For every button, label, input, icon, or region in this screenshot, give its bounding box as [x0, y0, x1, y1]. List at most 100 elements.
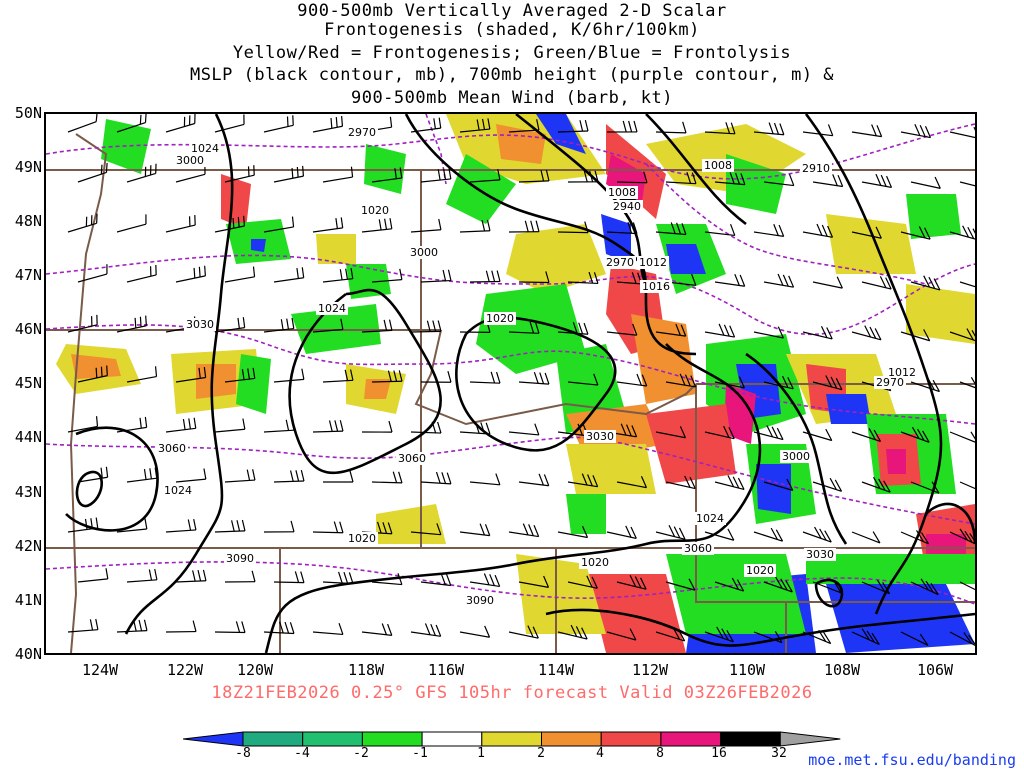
wind-barb: [176, 266, 205, 282]
lat-label-41n: 41N: [2, 591, 42, 609]
contour-label: 1020: [361, 204, 389, 217]
colorbar-box: [362, 732, 422, 746]
cb-tick: -2: [346, 746, 376, 761]
lat-label-45n: 45N: [2, 374, 42, 392]
wind-barb: [313, 522, 343, 533]
wind-barb: [264, 115, 293, 132]
wind-barb: [362, 218, 392, 232]
contour-label: 3090: [226, 552, 254, 565]
wind-barb: [274, 166, 303, 182]
contour-label: 3090: [466, 594, 494, 607]
contour-label: 1024: [696, 512, 724, 525]
contour-label: 2970: [348, 126, 376, 139]
wind-barb: [313, 420, 343, 432]
title-line-1: 900-500mb Vertically Averaged 2-D Scalar: [0, 2, 1024, 21]
wind-barb: [852, 124, 882, 136]
cb-tick: 8: [645, 746, 675, 761]
wind-barb: [911, 177, 940, 188]
wind-barb: [274, 369, 304, 382]
contour-label: 2970: [876, 376, 904, 389]
wind-barb: [127, 468, 157, 482]
wind-barb: [68, 114, 97, 132]
forecast-valid-line: 18Z21FEB2026 0.25° GFS 105hr forecast Va…: [0, 683, 1024, 703]
contour-label: 2940: [613, 200, 641, 213]
lon-label-122w: 122W: [155, 661, 215, 679]
contour-label: 1008: [608, 186, 636, 199]
credit-link[interactable]: moe.met.fsu.edu/banding: [808, 751, 1016, 769]
lon-label-120w: 120W: [225, 661, 285, 679]
wind-barb: [960, 481, 975, 494]
wind-barb: [754, 123, 784, 135]
lat-label-40n: 40N: [2, 645, 42, 663]
wind-barb: [78, 568, 108, 582]
shading-patch: [826, 214, 916, 274]
wind-barb: [264, 419, 294, 432]
wind-barb: [656, 525, 685, 539]
wind-barb: [950, 432, 975, 443]
contour-label: 3060: [398, 452, 426, 465]
lat-label-44n: 44N: [2, 428, 42, 446]
shading-patch: [646, 404, 736, 484]
colorbar-box: [482, 732, 542, 746]
wind-barb: [862, 174, 892, 187]
wind-barb: [607, 526, 636, 539]
wind-barb: [362, 623, 392, 635]
lat-label-49n: 49N: [2, 158, 42, 176]
wind-barb: [127, 569, 157, 582]
contour-label: 1024: [318, 302, 346, 315]
wind-barb: [803, 224, 833, 237]
lon-label-110w: 110W: [717, 661, 777, 679]
wind-barb: [411, 623, 441, 636]
mslp-contour: [77, 472, 102, 506]
wind-barb: [813, 174, 843, 186]
wind-barb: [225, 469, 255, 482]
wind-barb: [862, 276, 891, 289]
wind-barb: [215, 621, 245, 632]
wind-barb: [509, 221, 539, 232]
wind-barb: [411, 219, 441, 232]
wind-barb: [215, 520, 245, 532]
cb-tick: 4: [585, 746, 615, 761]
map-canvas: 1020102410081012101610201024101210241020…: [46, 114, 975, 653]
lon-label-124w: 124W: [70, 661, 130, 679]
contour-label: 1008: [704, 159, 732, 172]
wind-barb: [960, 177, 975, 190]
lat-label-50n: 50N: [2, 104, 42, 122]
shading-patch: [376, 504, 446, 544]
wind-barb: [225, 571, 255, 582]
cb-tick: 2: [526, 746, 556, 761]
wind-barb: [176, 164, 205, 182]
contour-label: 3030: [186, 318, 214, 331]
wind-barb: [264, 521, 294, 532]
wind-barb: [460, 626, 490, 637]
contour-label: 1024: [164, 484, 192, 497]
wind-barb: [960, 279, 975, 290]
wind-barb: [127, 265, 156, 282]
wind-barb: [215, 419, 245, 432]
wind-barb: [176, 468, 206, 482]
wind-barb: [117, 214, 146, 232]
lat-label-48n: 48N: [2, 212, 42, 230]
contour-label: 1012: [639, 256, 667, 269]
cb-tick: -1: [405, 746, 435, 761]
wind-barb: [166, 114, 195, 132]
wind-barb: [901, 124, 930, 137]
wind-barb: [460, 524, 490, 536]
wind-barb: [313, 217, 343, 232]
wind-barb: [813, 478, 842, 491]
shading-patch: [251, 239, 266, 252]
wind-barb: [803, 527, 831, 542]
wind-barb: [166, 418, 196, 432]
lat-label-47n: 47N: [2, 266, 42, 284]
lon-label-116w: 116W: [416, 661, 476, 679]
wind-barb: [323, 572, 353, 584]
colorbar-arrow-low: [183, 732, 243, 746]
title-line-4: MSLP (black contour, mb), 700mb height (…: [0, 66, 1024, 85]
wind-barb: [166, 621, 196, 632]
contour-label: 1016: [642, 280, 670, 293]
wind-barb: [705, 324, 735, 337]
wind-barb: [274, 267, 304, 282]
shading-patch: [756, 464, 791, 514]
cb-tick: 16: [704, 746, 734, 761]
